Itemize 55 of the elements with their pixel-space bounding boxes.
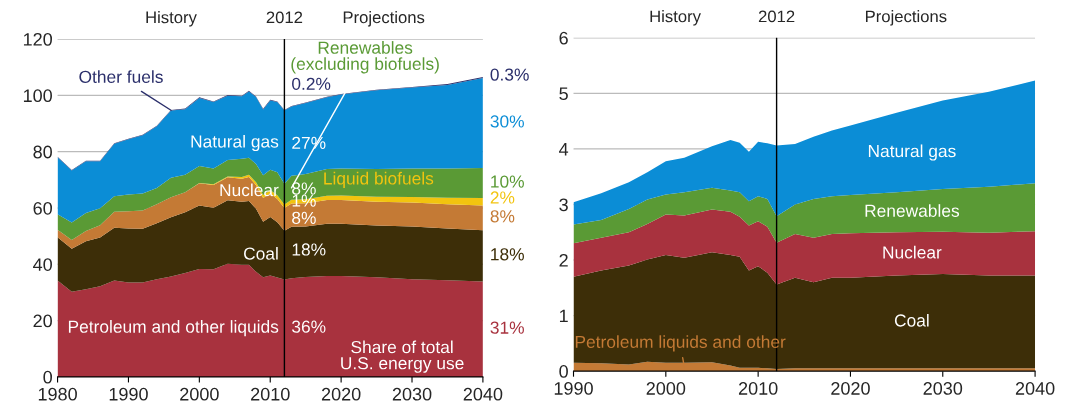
x-tick-label: 1990 [109, 387, 148, 401]
annotation: 18% [292, 243, 326, 256]
text: 18% [491, 248, 524, 261]
ref-line-label: 2012 [758, 10, 795, 23]
x-tick-label: 2040 [463, 387, 503, 401]
text: Projections [343, 11, 425, 27]
y-tick-label: 20 [33, 314, 52, 328]
y-tick-label: 5 [559, 87, 568, 101]
series-label: Coal [244, 247, 278, 260]
series-label: Nuclear [220, 183, 279, 197]
y-tick-label: 0 [43, 370, 52, 384]
ref-line-label: 2012 [266, 11, 303, 24]
text: 31% [490, 321, 524, 334]
text: Renewables (excluding biofuels) [291, 41, 439, 74]
text: History [146, 11, 197, 27]
x-tick-label: 2030 [923, 382, 963, 395]
series-label: Natural gas [191, 134, 279, 152]
x-tick-label: 2040 [1015, 382, 1055, 395]
x-tick-label: 1980 [38, 387, 77, 401]
text: 30% [490, 115, 524, 128]
y-tick-label: 0 [559, 365, 568, 378]
text: 8% [490, 210, 515, 223]
annotation: 0.2% [292, 77, 331, 90]
y-tick-label: 100 [23, 89, 52, 103]
series-label: Petroleum liquids and other [575, 335, 786, 352]
y-tick-label: 1 [559, 309, 568, 323]
y-tick-label: 2 [559, 253, 568, 267]
x-tick-label: 2020 [831, 382, 870, 395]
annotation: 8% [292, 182, 316, 195]
series-label: Liquid biofuels [324, 171, 434, 189]
series-label: Nuclear [883, 245, 942, 259]
y-tick-label: 60 [33, 201, 52, 215]
text: 10% [491, 175, 524, 188]
y-tick-label: 120 [23, 32, 52, 46]
x-tick-label: 2000 [180, 387, 219, 401]
text: 2% [490, 191, 515, 204]
x-tick-label: 2010 [251, 387, 290, 401]
text: 0.3% [490, 68, 529, 81]
x-tick-label: 2020 [321, 387, 361, 401]
y-tick-label: 6 [559, 31, 568, 45]
text: Projections [865, 10, 947, 26]
series-label: Renewables [865, 204, 960, 217]
series-label: Coal [894, 313, 929, 327]
y-tick-label: 40 [33, 258, 52, 271]
y-tick-label: 80 [33, 145, 52, 159]
x-tick-label: 2030 [392, 387, 432, 401]
text: History [650, 10, 701, 26]
series-label: Other fuels [79, 70, 163, 83]
x-tick-label: 2010 [738, 382, 778, 395]
y-tick-label: 3 [559, 198, 568, 212]
x-tick-label: 1990 [554, 382, 593, 395]
y-tick-label: 4 [559, 143, 569, 156]
x-tick-label: 2000 [646, 382, 686, 395]
annotation: 8% [292, 211, 316, 225]
series-label: Natural gas [868, 144, 956, 161]
